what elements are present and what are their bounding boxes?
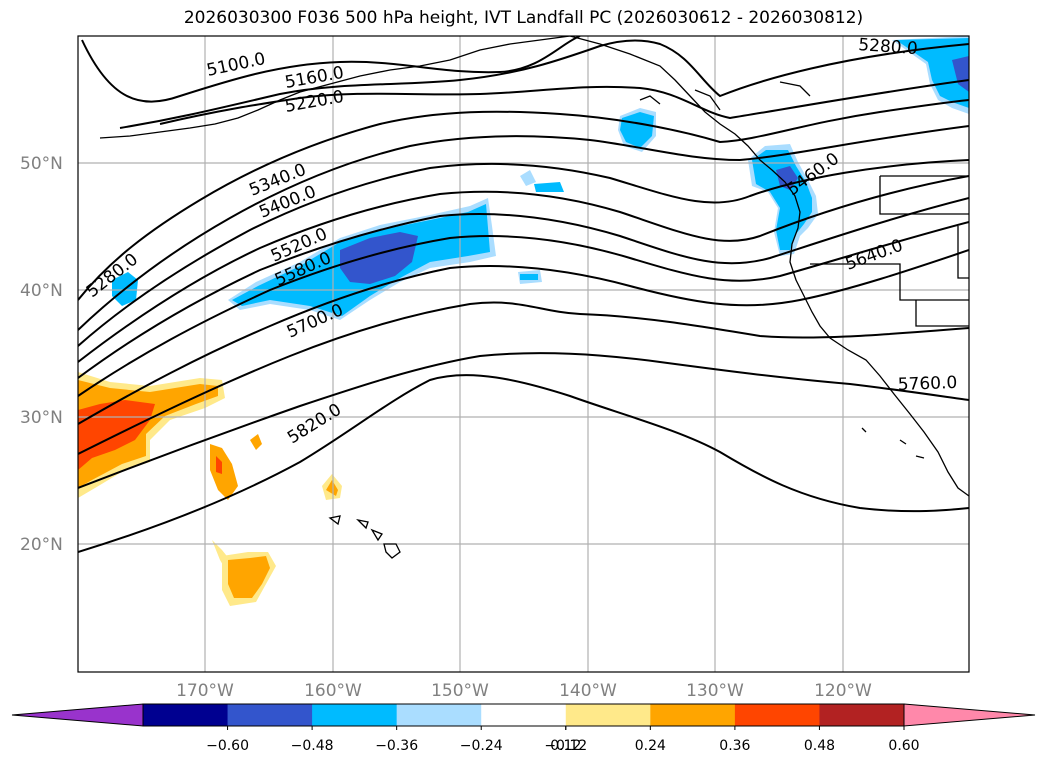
colorbar-segment bbox=[143, 704, 229, 726]
colorbar-segment bbox=[481, 704, 567, 726]
contour-label: 5760.0 bbox=[897, 373, 957, 395]
lat-label: 50°N bbox=[20, 154, 63, 174]
colorbar-tick-label: 0.12 bbox=[550, 738, 581, 754]
colorbar-segment bbox=[312, 704, 398, 726]
lat-label: 20°N bbox=[20, 535, 63, 555]
colorbar-tick-label: 0.48 bbox=[804, 738, 835, 754]
colorbar-tick-label: 0.24 bbox=[635, 738, 666, 754]
colorbar-tick-label: −0.48 bbox=[291, 738, 334, 754]
colorbar-segment bbox=[650, 704, 736, 726]
latitude-labels: 50°N 40°N 30°N 20°N bbox=[20, 154, 63, 555]
lon-label: 140°W bbox=[559, 681, 617, 701]
map-frame bbox=[77, 35, 970, 673]
colorbar: −0.60 −0.48 −0.36 −0.24 −0.120.12 0.24 0.36 0.4… bbox=[11, 703, 1036, 754]
colorbar-extend-high bbox=[903, 703, 1036, 727]
contour-label: 5280.0 bbox=[858, 35, 919, 59]
colorbar-segment bbox=[396, 704, 482, 726]
height-contours bbox=[78, 36, 969, 553]
lon-label: 130°W bbox=[686, 681, 744, 701]
longitude-labels: 170°W 160°W 150°W 140°W 130°W 120°W bbox=[176, 681, 872, 701]
colorbar-tick-label: 0.36 bbox=[719, 738, 750, 754]
colorbar-segment bbox=[819, 704, 905, 726]
colorbar-tick-label: 0.60 bbox=[888, 738, 919, 754]
lon-label: 120°W bbox=[814, 681, 872, 701]
colorbar-frame bbox=[142, 703, 905, 727]
lat-label: 40°N bbox=[20, 281, 63, 301]
colorbar-tick-label: −0.12 bbox=[544, 738, 587, 754]
colorbar-tick-label: −0.24 bbox=[460, 738, 503, 754]
colorbar-segment bbox=[734, 704, 820, 726]
lon-label: 170°W bbox=[176, 681, 234, 701]
colorbar-segment bbox=[227, 704, 313, 726]
colorbar-tick-label: −0.60 bbox=[206, 738, 249, 754]
lon-label: 160°W bbox=[304, 681, 362, 701]
colorbar-tick-label: −0.36 bbox=[375, 738, 418, 754]
colorbar-segment bbox=[565, 704, 651, 726]
plot-title: 2026030300 F036 500 hPa height, IVT Land… bbox=[183, 8, 864, 28]
colorbar-extend-low bbox=[11, 703, 144, 727]
lat-label: 30°N bbox=[20, 408, 63, 428]
lon-label: 150°W bbox=[431, 681, 489, 701]
